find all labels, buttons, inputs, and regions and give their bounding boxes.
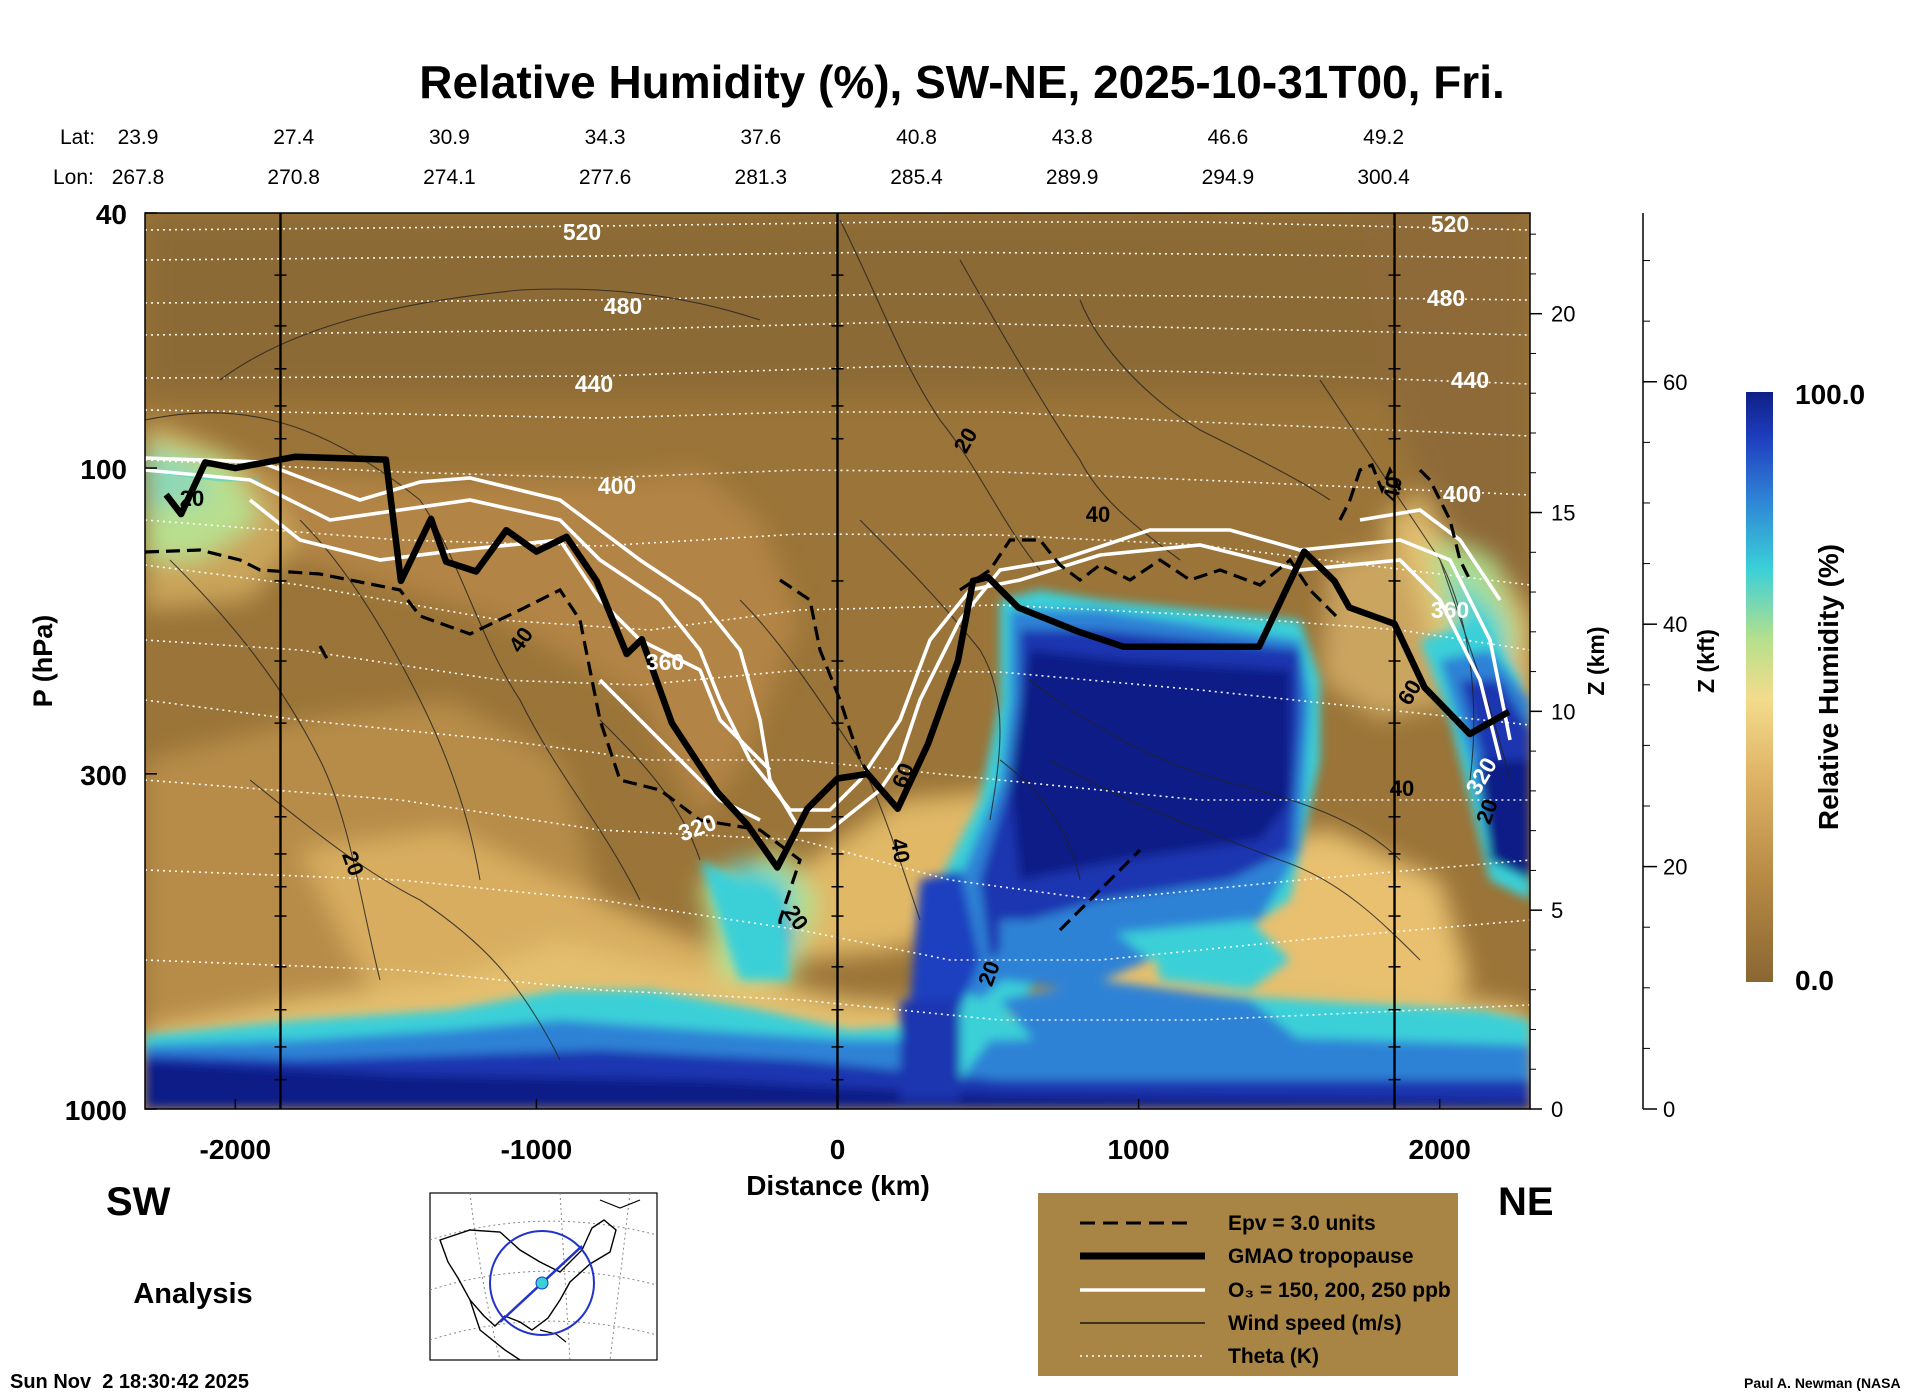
- z-km-tick-label: 5: [1551, 898, 1563, 923]
- z-kft-tick-label: 60: [1663, 370, 1687, 395]
- lat-value: 23.9: [118, 126, 159, 149]
- theta-label-520: 520: [563, 219, 601, 245]
- inset-map: [429, 1192, 658, 1361]
- p-tick-label: 40: [96, 199, 127, 230]
- z-km-tick-label: 0: [1551, 1097, 1563, 1122]
- x-tick-label: 1000: [1107, 1134, 1169, 1165]
- lat-value: 27.4: [273, 126, 314, 149]
- p-tick-label: 100: [80, 454, 127, 485]
- z-kft-label: Z (kft): [1693, 629, 1719, 693]
- wind-label: 20: [180, 486, 204, 511]
- lon-header: Lon:: [53, 166, 94, 189]
- lon-value: 285.4: [890, 166, 943, 189]
- z-kft-tick-label: 0: [1663, 1097, 1675, 1122]
- lon-value: 281.3: [735, 166, 788, 189]
- tropopause-line: [163, 453, 1511, 871]
- theta-label-440: 440: [575, 371, 613, 397]
- legend-label-tropopause: GMAO tropopause: [1228, 1245, 1414, 1268]
- ne-label: NE: [1498, 1180, 1554, 1224]
- lat-value: 34.3: [585, 126, 626, 149]
- x-tick-label: 2000: [1409, 1134, 1471, 1165]
- theta-label-520-right: 520: [1431, 211, 1469, 237]
- legend-label-wind: Wind speed (m/s): [1228, 1312, 1402, 1335]
- legend-label-ozone: O₃ = 150, 200, 250 ppb: [1228, 1279, 1451, 1302]
- lon-value: 300.4: [1357, 166, 1410, 189]
- z-kft-tick-label: 20: [1663, 855, 1687, 880]
- lat-value: 49.2: [1363, 126, 1404, 149]
- lon-value: 274.1: [423, 166, 476, 189]
- sw-label: SW: [106, 1180, 171, 1224]
- lat-value: 37.6: [740, 126, 781, 149]
- theta-label-400-right: 400: [1443, 481, 1481, 507]
- credit: Paul A. Newman (NASA: [1744, 1375, 1901, 1391]
- wind-label: 40: [1390, 776, 1414, 801]
- theta-label-480: 480: [604, 293, 642, 319]
- x-tick-label: -2000: [200, 1134, 272, 1165]
- theta-label-400: 400: [598, 473, 636, 499]
- z-km-tick-label: 10: [1551, 699, 1575, 724]
- z-km-tick-label: 15: [1551, 501, 1575, 526]
- chart-title: Relative Humidity (%), SW-NE, 2025-10-31…: [419, 56, 1505, 108]
- wind-contours: [145, 219, 1511, 1061]
- theta-label-360-right: 360: [1431, 597, 1469, 623]
- colorbar: [1746, 392, 1773, 982]
- timestamp: Sun Nov 2 18:30:42 2025: [10, 1371, 249, 1393]
- legend: Epv = 3.0 units GMAO tropopause O₃ = 150…: [1038, 1193, 1458, 1376]
- wind-label: 40: [1086, 502, 1110, 527]
- x-axis-label: Distance (km): [746, 1170, 930, 1201]
- wind-label: 40: [886, 836, 915, 864]
- p-tick-label: 1000: [65, 1095, 127, 1126]
- legend-label-epv: Epv = 3.0 units: [1228, 1212, 1376, 1235]
- y-axis-label: P (hPa): [28, 615, 58, 708]
- lat-value: 40.8: [896, 126, 937, 149]
- lon-value: 277.6: [579, 166, 632, 189]
- colorbar-min-label: 0.0: [1795, 965, 1834, 996]
- colorbar-max-label: 100.0: [1795, 379, 1865, 410]
- lat-value: 46.6: [1207, 126, 1248, 149]
- legend-label-theta: Theta (K): [1228, 1345, 1319, 1368]
- theta-label-360: 360: [646, 649, 684, 675]
- wind-label: 40: [1378, 474, 1407, 502]
- lon-value: 267.8: [112, 166, 165, 189]
- colorbar-title: Relative Humidity (%): [1813, 544, 1844, 830]
- lat-header: Lat:: [60, 126, 95, 149]
- tropopause-group: [163, 453, 1511, 871]
- lat-value: 30.9: [429, 126, 470, 149]
- x-tick-label: -1000: [501, 1134, 573, 1165]
- z-kft-tick-label: 40: [1663, 612, 1687, 637]
- lon-value: 289.9: [1046, 166, 1099, 189]
- theta-label-480-right: 480: [1427, 285, 1465, 311]
- z-km-tick-label: 20: [1551, 302, 1575, 327]
- analysis-label: Analysis: [133, 1278, 252, 1310]
- theta-label-440-right: 440: [1451, 367, 1489, 393]
- p-tick-label: 300: [80, 760, 127, 791]
- lon-value: 270.8: [267, 166, 320, 189]
- lat-value: 43.8: [1052, 126, 1093, 149]
- x-tick-label: 0: [830, 1134, 846, 1165]
- lon-value: 294.9: [1202, 166, 1255, 189]
- z-km-label: Z (km): [1583, 627, 1609, 696]
